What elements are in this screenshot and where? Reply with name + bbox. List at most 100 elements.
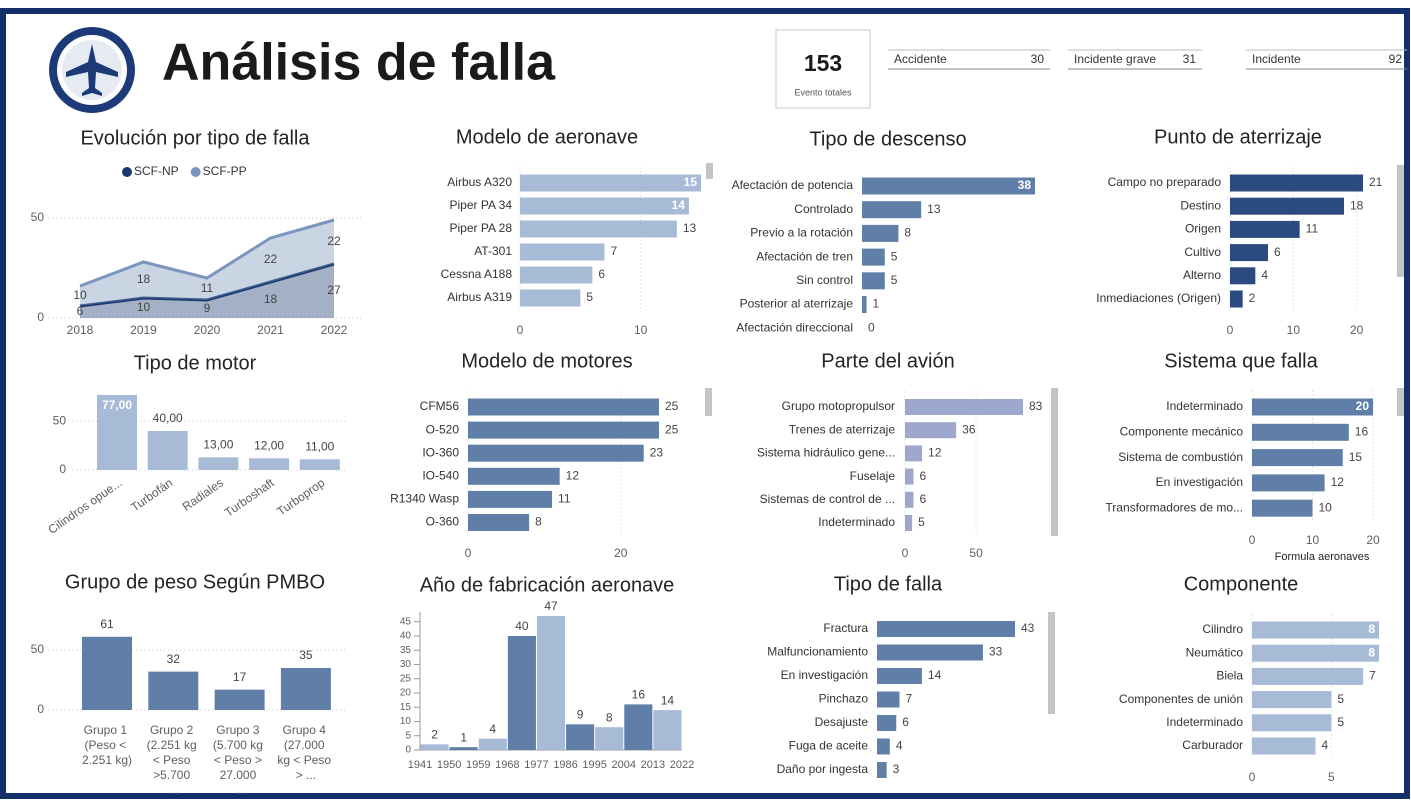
bar — [1252, 398, 1373, 416]
x-tick-label: 0 — [1249, 533, 1256, 547]
data-label: 7 — [1369, 669, 1376, 683]
data-label: 14 — [672, 198, 686, 212]
bar — [1230, 290, 1243, 308]
category-label: Neumático — [1186, 645, 1244, 659]
x-tick-label: 0 — [465, 546, 472, 560]
bar — [520, 174, 701, 192]
bar — [1252, 499, 1313, 517]
category-label: Previo a la rotación — [750, 226, 853, 240]
scrollbar[interactable] — [1397, 165, 1404, 277]
label-line: (2.251 kg — [147, 738, 200, 752]
bar — [520, 197, 689, 215]
x-tick-label: 1986 — [553, 759, 577, 771]
data-label: 15 — [684, 175, 698, 189]
category-label: Indeterminado — [1166, 399, 1243, 413]
bar — [1230, 197, 1344, 215]
bar — [520, 243, 605, 261]
label-line: ... — [235, 783, 245, 797]
label-line: (5.700 kg — [213, 738, 266, 752]
x-tick-label: 1941 — [408, 759, 432, 771]
data-label: 43 — [1021, 621, 1035, 635]
bar — [299, 459, 340, 470]
category-label: Desajuste — [815, 715, 869, 729]
data-label: 77,00 — [102, 398, 132, 412]
bar — [566, 724, 595, 750]
category-label: Pinchazo — [819, 692, 869, 706]
x-tick-label: Grupo 1 (Peso < 2.251 kg) — [82, 723, 132, 767]
bar — [877, 715, 897, 731]
data-label: 8 — [1368, 645, 1375, 659]
data-label: 83 — [1029, 399, 1043, 413]
scrollbar[interactable] — [706, 163, 713, 179]
category-label: Controlado — [794, 202, 853, 216]
label-line: Grupo 1 — [84, 723, 131, 737]
scrollbar[interactable] — [705, 388, 712, 416]
category-label: Indeterminado — [818, 515, 895, 529]
data-label: 10 — [1319, 500, 1333, 514]
data-label: 1 — [873, 297, 880, 311]
logo-plane — [66, 44, 118, 96]
category-label: Airbus A320 — [447, 175, 512, 189]
chart-title: Componente — [1184, 573, 1299, 595]
scrollbar[interactable] — [1051, 388, 1058, 536]
x-tick-label: 20 — [1366, 533, 1380, 547]
bar — [1252, 714, 1332, 732]
legend-swatch — [190, 167, 201, 177]
bar — [1252, 621, 1379, 639]
chart-title: Grupo de peso Según PMBO — [65, 571, 325, 593]
area-fill — [80, 264, 334, 318]
category-label: En investigación — [1156, 475, 1243, 489]
category-label: Componente mecánico — [1120, 424, 1244, 438]
bar — [1252, 449, 1343, 467]
data-label: 8 — [1368, 622, 1375, 636]
data-label: 8 — [606, 710, 613, 724]
data-label: 13,00 — [203, 437, 233, 451]
y-tick-label: 0 — [59, 462, 66, 476]
bar — [420, 744, 449, 750]
data-label: 38 — [1018, 178, 1032, 192]
data-label: 17 — [233, 670, 247, 684]
bar — [1252, 474, 1325, 492]
category-label: IO-360 — [422, 445, 459, 459]
chart-title: Tipo de motor — [134, 352, 257, 374]
category-label: Afectación de tren — [756, 249, 853, 263]
chart-title: Tipo de descenso — [809, 128, 966, 150]
category-label: Campo no preparado — [1108, 175, 1222, 189]
data-label: 16 — [632, 688, 646, 702]
data-label: 6 — [920, 492, 927, 506]
y-tick-label: 20 — [400, 688, 412, 699]
data-label: 11,00 — [305, 439, 334, 453]
bar — [877, 738, 890, 755]
bar — [905, 422, 957, 439]
data-label: 0 — [868, 320, 875, 334]
data-label: 47 — [544, 599, 558, 613]
data-label: 12,00 — [254, 438, 284, 452]
legend-swatch — [122, 167, 132, 177]
bar — [595, 727, 624, 750]
bar — [905, 399, 1023, 415]
card-incidente-grave: Incidente grave 31 — [1068, 49, 1202, 70]
card-accidente: Accidente 30 — [888, 49, 1050, 70]
x-tick-label: Grupo 2 (2.251 kg < Peso >5.700 ... — [147, 723, 200, 797]
data-label: 6 — [77, 304, 84, 318]
category-label: O-520 — [426, 422, 460, 436]
scrollbar[interactable] — [1397, 388, 1404, 416]
bar — [862, 296, 867, 313]
card-value: 92 — [1389, 52, 1403, 66]
label-line: 27.000 — [220, 768, 260, 782]
bar — [507, 635, 536, 750]
data-label: 11 — [201, 281, 214, 295]
bar — [905, 491, 914, 508]
chart-title: Punto de aterrizaje — [1154, 126, 1322, 148]
bar — [478, 738, 507, 750]
x-tick-label: 1968 — [495, 759, 519, 771]
category-label: Origen — [1185, 222, 1221, 236]
category-label: Daño por ingesta — [777, 762, 869, 776]
label-line: < Peso > — [214, 753, 265, 767]
bar — [449, 747, 478, 750]
scrollbar[interactable] — [1048, 612, 1055, 714]
category-label: Componentes de unión — [1119, 692, 1243, 706]
chart-title: Sistema que falla — [1164, 350, 1318, 372]
category-label: Fuselaje — [850, 469, 896, 483]
bar — [877, 762, 887, 778]
